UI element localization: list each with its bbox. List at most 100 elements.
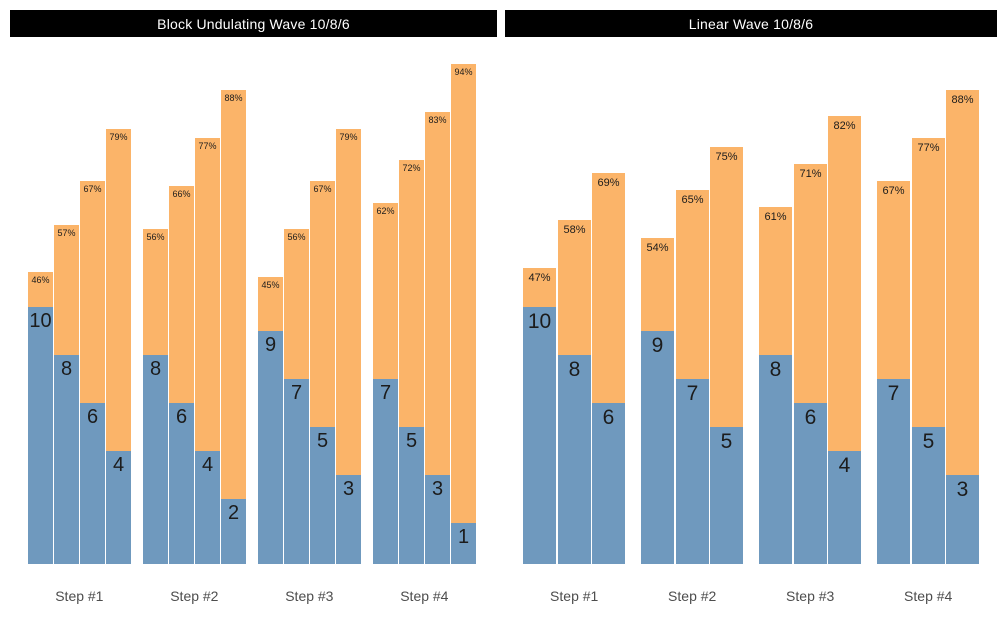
intensity-label: 67% — [882, 185, 905, 197]
reps-segment — [877, 379, 910, 564]
reps-segment — [641, 331, 674, 564]
reps-segment — [558, 355, 591, 564]
reps-label: 5 — [316, 430, 329, 452]
intensity-segment — [828, 116, 861, 451]
reps-segment — [258, 331, 283, 564]
reps-label: 10 — [527, 310, 552, 333]
right-chart-title-bar: Linear Wave 10/8/6 — [505, 10, 997, 37]
reps-segment — [828, 451, 861, 564]
reps-label: 4 — [112, 454, 125, 476]
intensity-segment — [284, 229, 309, 379]
reps-label: 9 — [651, 334, 664, 357]
intensity-label: 57% — [57, 228, 76, 238]
intensity-label: 88% — [951, 94, 974, 106]
reps-label: 7 — [379, 382, 392, 404]
reps-segment — [336, 475, 361, 564]
intensity-label: 56% — [146, 232, 165, 242]
reps-segment — [759, 355, 792, 564]
reps-label: 8 — [149, 358, 162, 380]
reps-label: 3 — [431, 478, 444, 500]
reps-label: 9 — [264, 334, 277, 356]
x-axis-label: Step #1 — [55, 588, 104, 604]
intensity-segment — [877, 181, 910, 379]
intensity-label: 77% — [917, 142, 940, 154]
x-axis-label: Step #3 — [786, 588, 835, 604]
reps-segment — [106, 451, 131, 564]
x-axis-label: Step #2 — [668, 588, 717, 604]
intensity-segment — [451, 64, 476, 523]
intensity-label: 75% — [715, 151, 738, 163]
x-axis-label: Step #4 — [400, 588, 449, 604]
reps-segment — [794, 403, 827, 564]
intensity-label: 47% — [528, 272, 551, 284]
intensity-segment — [676, 190, 709, 379]
intensity-label: 72% — [402, 163, 421, 173]
reps-segment — [399, 427, 424, 564]
reps-label: 10 — [29, 310, 52, 332]
intensity-label: 67% — [313, 184, 332, 194]
reps-label: 7 — [290, 382, 303, 404]
intensity-segment — [523, 268, 556, 307]
x-axis-label: Step #3 — [285, 588, 334, 604]
reps-segment — [451, 523, 476, 564]
intensity-segment — [794, 164, 827, 403]
left-chart-title-bar: Block Undulating Wave 10/8/6 — [10, 10, 497, 37]
intensity-segment — [710, 147, 743, 427]
reps-label: 5 — [922, 430, 935, 453]
reps-segment — [221, 499, 246, 564]
reps-segment — [676, 379, 709, 564]
intensity-label: 82% — [833, 120, 856, 132]
reps-segment — [310, 427, 335, 564]
intensity-segment — [592, 173, 625, 403]
reps-segment — [169, 403, 194, 564]
reps-label: 4 — [201, 454, 214, 476]
x-axis-label: Step #1 — [550, 588, 599, 604]
reps-segment — [143, 355, 168, 564]
intensity-segment — [221, 90, 246, 499]
reps-label: 8 — [60, 358, 73, 380]
reps-label: 1 — [457, 526, 470, 548]
reps-label: 3 — [342, 478, 355, 500]
reps-segment — [523, 307, 556, 564]
intensity-segment — [399, 160, 424, 427]
left-chart-title: Block Undulating Wave 10/8/6 — [157, 15, 350, 32]
intensity-label: 65% — [681, 194, 704, 206]
reps-segment — [912, 427, 945, 564]
reps-label: 8 — [769, 358, 782, 381]
intensity-segment — [143, 229, 168, 355]
reps-label: 5 — [720, 430, 733, 453]
reps-label: 7 — [887, 382, 900, 405]
intensity-label: 69% — [597, 177, 620, 189]
intensity-label: 88% — [224, 93, 243, 103]
reps-segment — [373, 379, 398, 564]
reps-segment — [592, 403, 625, 564]
intensity-label: 62% — [376, 206, 395, 216]
intensity-segment — [912, 138, 945, 427]
reps-label: 2 — [227, 502, 240, 524]
reps-segment — [54, 355, 79, 564]
intensity-segment — [373, 203, 398, 379]
intensity-label: 83% — [428, 115, 447, 125]
intensity-label: 54% — [646, 242, 669, 254]
intensity-label: 58% — [563, 224, 586, 236]
reps-segment — [195, 451, 220, 564]
intensity-segment — [310, 181, 335, 427]
intensity-label: 79% — [109, 132, 128, 142]
reps-label: 4 — [838, 454, 851, 477]
reps-segment — [28, 307, 53, 564]
intensity-segment — [258, 277, 283, 331]
intensity-segment — [106, 129, 131, 451]
intensity-label: 45% — [261, 280, 280, 290]
reps-label: 8 — [568, 358, 581, 381]
intensity-label: 79% — [339, 132, 358, 142]
intensity-segment — [641, 238, 674, 331]
intensity-segment — [28, 272, 53, 307]
reps-segment — [80, 403, 105, 564]
intensity-segment — [195, 138, 220, 451]
intensity-segment — [558, 220, 591, 355]
x-axis-label: Step #4 — [904, 588, 953, 604]
reps-segment — [946, 475, 979, 564]
intensity-segment — [946, 90, 979, 475]
intensity-label: 67% — [83, 184, 102, 194]
